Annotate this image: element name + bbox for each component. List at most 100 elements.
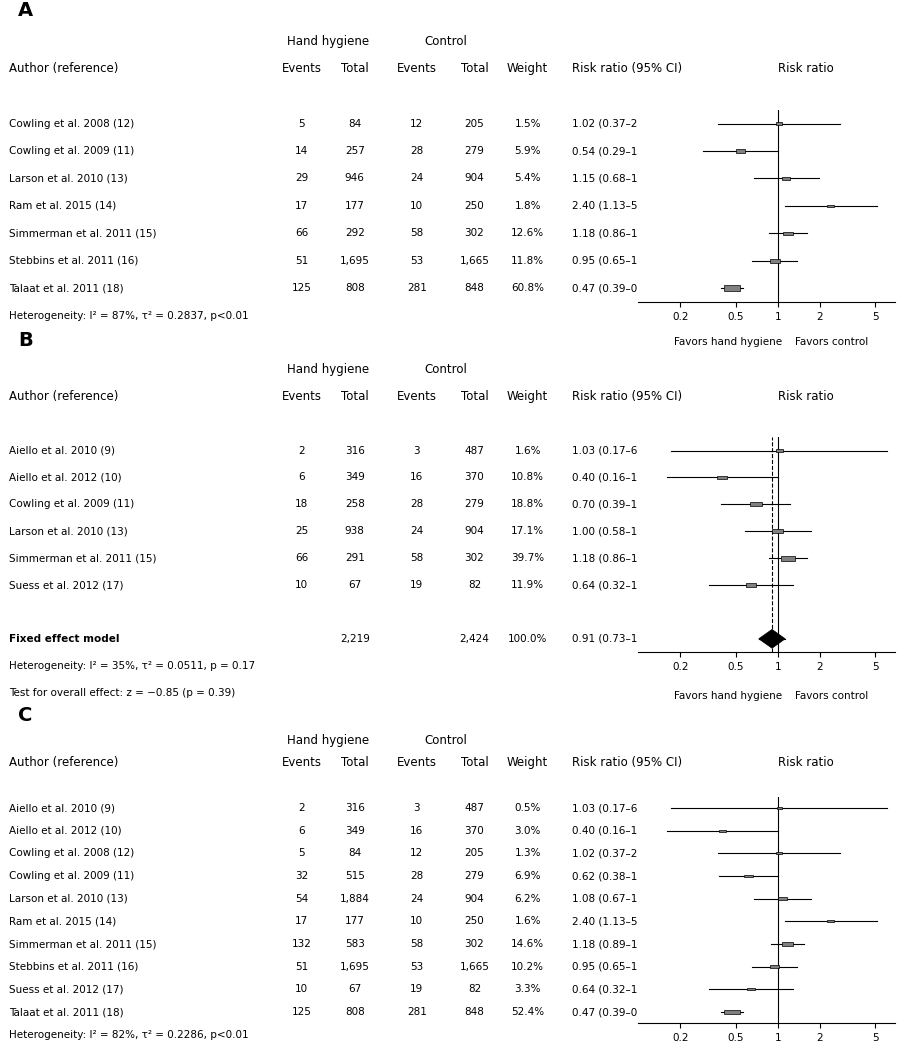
Text: 52.4%: 52.4%: [511, 1007, 544, 1017]
Text: Larson et al. 2010 (13): Larson et al. 2010 (13): [9, 893, 128, 904]
Polygon shape: [759, 630, 785, 649]
Text: Risk ratio: Risk ratio: [778, 62, 833, 75]
Text: 14.6%: 14.6%: [511, 939, 544, 949]
Text: 25: 25: [295, 526, 308, 537]
Text: 17: 17: [295, 201, 308, 211]
Text: 0.40 (0.16–1.00): 0.40 (0.16–1.00): [572, 473, 658, 482]
Text: 60.8%: 60.8%: [511, 283, 544, 293]
Text: 1.3%: 1.3%: [515, 848, 541, 859]
Text: 0.70 (0.39–1.23): 0.70 (0.39–1.23): [572, 499, 658, 509]
Text: 10: 10: [295, 581, 308, 590]
Text: Cowling et al. 2008 (12): Cowling et al. 2008 (12): [9, 848, 134, 859]
Text: Simmerman et al. 2011 (15): Simmerman et al. 2011 (15): [9, 228, 157, 238]
Text: 0.64 (0.32–1.29): 0.64 (0.32–1.29): [572, 581, 658, 590]
Text: 16: 16: [410, 473, 423, 482]
Text: 39.7%: 39.7%: [511, 553, 544, 563]
Text: 1.8%: 1.8%: [515, 201, 541, 211]
Text: Cowling et al. 2009 (11): Cowling et al. 2009 (11): [9, 499, 134, 509]
Text: Favors control: Favors control: [795, 691, 868, 701]
Text: 3.0%: 3.0%: [515, 825, 541, 836]
Text: 0.95 (0.65–1.38): 0.95 (0.65–1.38): [572, 256, 658, 266]
Text: Cowling et al. 2009 (11): Cowling et al. 2009 (11): [9, 146, 134, 156]
Text: 0.47 (0.39–0.56): 0.47 (0.39–0.56): [572, 1007, 658, 1017]
Polygon shape: [770, 259, 779, 263]
Text: 1.18 (0.89–1.55): 1.18 (0.89–1.55): [572, 939, 658, 949]
Text: Simmerman et al. 2011 (15): Simmerman et al. 2011 (15): [9, 553, 157, 563]
Text: 1.08 (0.67–1.73): 1.08 (0.67–1.73): [572, 893, 658, 904]
Text: 0.91 (0.73–1.13): 0.91 (0.73–1.13): [572, 634, 658, 643]
Text: 2,424: 2,424: [460, 634, 490, 643]
Text: Ram et al. 2015 (14): Ram et al. 2015 (14): [9, 916, 116, 927]
Text: 1,695: 1,695: [340, 961, 370, 972]
Text: 6.2%: 6.2%: [515, 893, 541, 904]
Text: Suess et al. 2012 (17): Suess et al. 2012 (17): [9, 581, 123, 590]
Text: 1.00 (0.58–1.74): 1.00 (0.58–1.74): [572, 526, 658, 537]
Text: Control: Control: [424, 363, 467, 377]
Text: 58: 58: [410, 228, 423, 238]
Text: Risk ratio: Risk ratio: [778, 390, 833, 403]
Text: 28: 28: [410, 871, 423, 881]
Text: 5.9%: 5.9%: [515, 146, 541, 156]
Text: 250: 250: [464, 916, 484, 927]
Text: 1,884: 1,884: [340, 893, 370, 904]
Text: Weight: Weight: [507, 390, 548, 403]
Text: Heterogeneity: I² = 35%, τ² = 0.0511, p = 0.17: Heterogeneity: I² = 35%, τ² = 0.0511, p …: [9, 661, 255, 670]
Text: 66: 66: [295, 553, 308, 563]
Polygon shape: [744, 874, 753, 878]
Text: Author (reference): Author (reference): [9, 390, 119, 403]
Text: A: A: [18, 1, 33, 21]
Text: 316: 316: [345, 446, 364, 455]
Text: Heterogeneity: I² = 82%, τ² = 0.2286, p<0.01: Heterogeneity: I² = 82%, τ² = 0.2286, p<…: [9, 1029, 248, 1040]
Text: 0.54 (0.29–1.01): 0.54 (0.29–1.01): [572, 146, 658, 156]
Text: 808: 808: [345, 1007, 364, 1017]
Text: 1.6%: 1.6%: [515, 446, 541, 455]
Text: Total: Total: [461, 390, 489, 403]
Text: 0.40 (0.16–1.00): 0.40 (0.16–1.00): [572, 825, 658, 836]
Text: 349: 349: [345, 473, 364, 482]
Text: 32: 32: [295, 871, 308, 881]
Text: 10: 10: [410, 916, 423, 927]
Text: Events: Events: [282, 62, 321, 75]
Text: 10: 10: [410, 201, 423, 211]
Text: 82: 82: [468, 581, 481, 590]
Text: 279: 279: [464, 499, 484, 509]
Text: Suess et al. 2012 (17): Suess et al. 2012 (17): [9, 984, 123, 995]
Text: 18: 18: [295, 499, 308, 509]
Text: 302: 302: [464, 553, 484, 563]
Text: 51: 51: [295, 961, 308, 972]
Text: Events: Events: [397, 756, 436, 769]
Text: Author (reference): Author (reference): [9, 62, 119, 75]
Text: 16: 16: [410, 825, 423, 836]
Text: 0.47 (0.39–0.56): 0.47 (0.39–0.56): [572, 283, 658, 293]
Text: Favors hand hygiene: Favors hand hygiene: [674, 337, 782, 346]
Text: 1,665: 1,665: [460, 256, 490, 266]
Text: 0.62 (0.38–1.01): 0.62 (0.38–1.01): [572, 871, 658, 881]
Text: Events: Events: [397, 62, 436, 75]
Text: 54: 54: [295, 893, 308, 904]
Text: Talaat et al. 2011 (18): Talaat et al. 2011 (18): [9, 1007, 123, 1017]
Text: 125: 125: [292, 283, 311, 293]
Text: 487: 487: [464, 803, 484, 813]
Text: 1.18 (0.86–1.62): 1.18 (0.86–1.62): [572, 553, 658, 563]
Text: 1.02 (0.37–2.80): 1.02 (0.37–2.80): [572, 118, 658, 129]
Text: 258: 258: [345, 499, 364, 509]
Text: 53: 53: [410, 256, 423, 266]
Text: Weight: Weight: [507, 62, 548, 75]
Text: 292: 292: [345, 228, 364, 238]
Text: Fixed effect model: Fixed effect model: [9, 634, 120, 643]
Text: Risk ratio: Risk ratio: [778, 756, 833, 769]
Text: 58: 58: [410, 553, 423, 563]
Text: 11.9%: 11.9%: [511, 581, 544, 590]
Polygon shape: [777, 808, 782, 809]
Text: Risk ratio (95% CI): Risk ratio (95% CI): [572, 62, 682, 75]
Text: 848: 848: [464, 283, 484, 293]
Text: Heterogeneity: I² = 87%, τ² = 0.2837, p<0.01: Heterogeneity: I² = 87%, τ² = 0.2837, p<…: [9, 311, 248, 321]
Text: Risk ratio (95% CI): Risk ratio (95% CI): [572, 390, 682, 403]
Text: 205: 205: [464, 848, 484, 859]
Text: 1.18 (0.86–1.61): 1.18 (0.86–1.61): [572, 228, 658, 238]
Text: Larson et al. 2010 (13): Larson et al. 2010 (13): [9, 174, 128, 183]
Text: 808: 808: [345, 283, 364, 293]
Text: 904: 904: [464, 893, 484, 904]
Polygon shape: [751, 502, 762, 506]
Text: 67: 67: [348, 984, 362, 995]
